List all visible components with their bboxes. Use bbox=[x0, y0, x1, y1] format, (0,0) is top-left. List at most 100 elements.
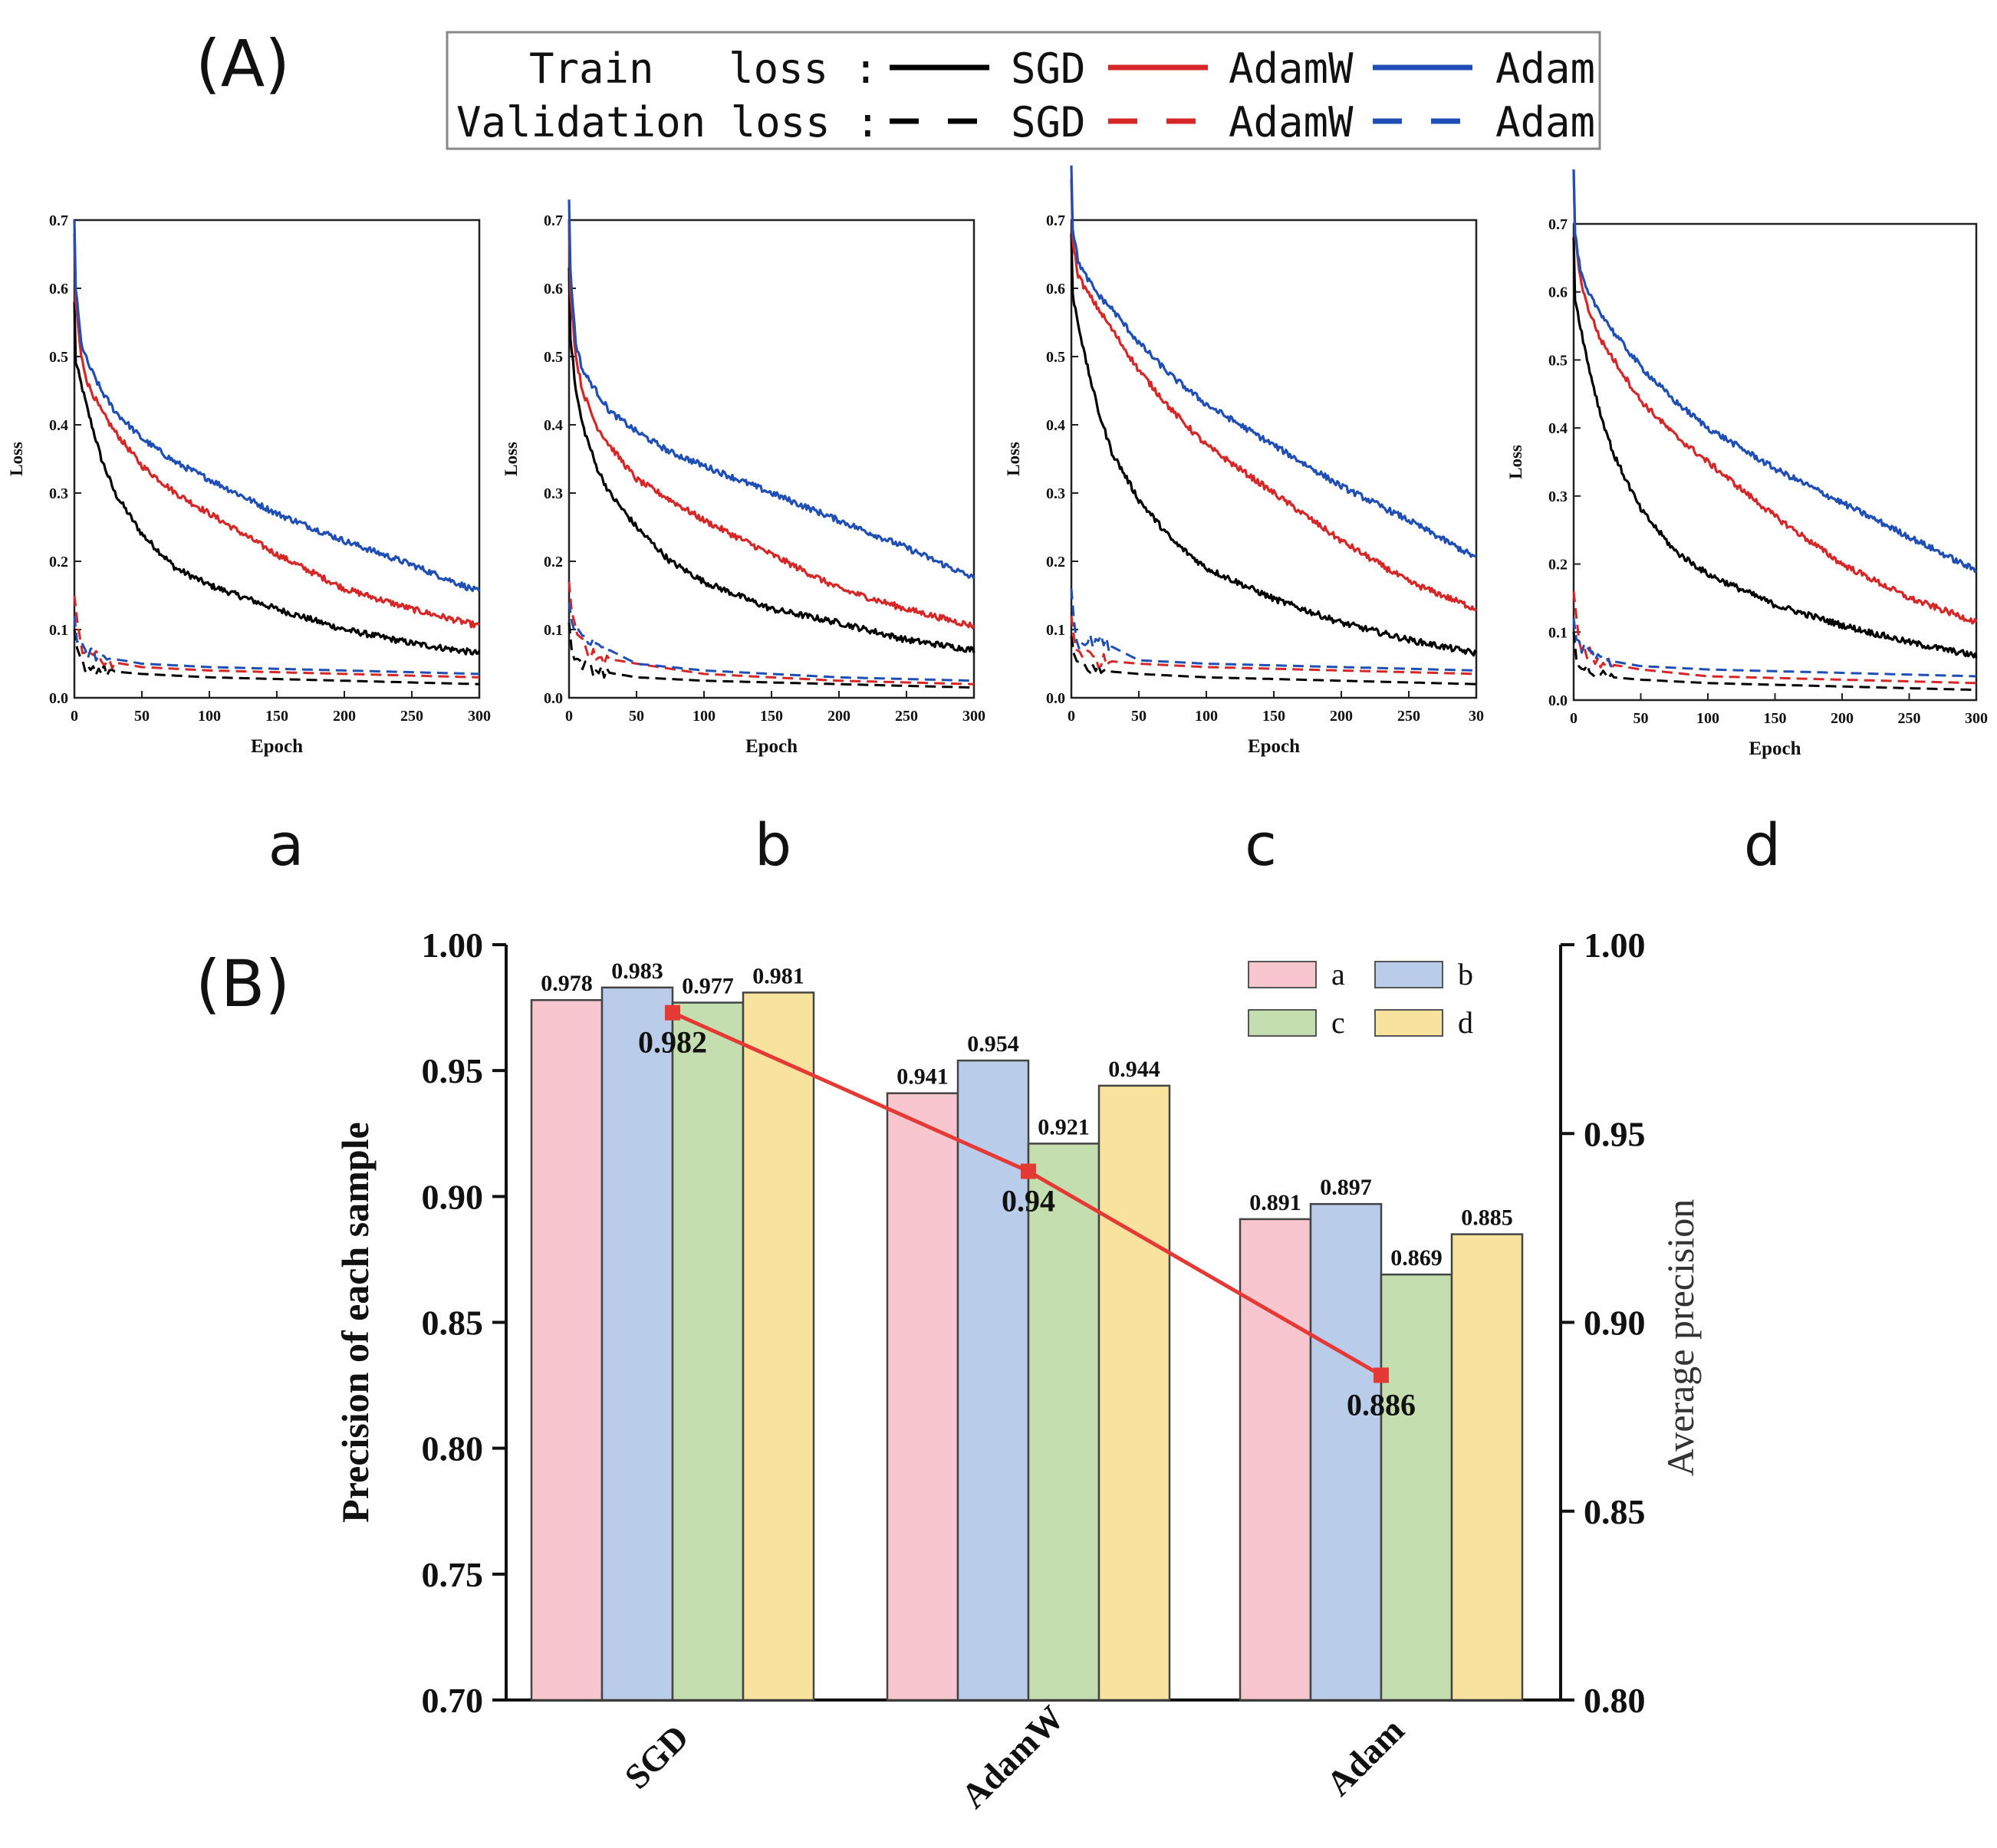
y-tick-label: 0.1 bbox=[1046, 622, 1065, 639]
subplot-letter-d: d bbox=[1744, 811, 1781, 879]
series-line-train-adam bbox=[1070, 165, 1477, 558]
y-tick-label: 0.0 bbox=[544, 690, 563, 707]
right-tick-label: 1.00 bbox=[1584, 926, 1646, 965]
bar-b-sgd bbox=[600, 986, 674, 1702]
series-line-train-adamw bbox=[1572, 169, 1978, 625]
bar-value-label: 0.981 bbox=[752, 963, 804, 988]
bar-value-label: 0.977 bbox=[682, 974, 734, 999]
x-tick-label: 300 bbox=[962, 708, 985, 725]
y-tick-label: 0.3 bbox=[49, 485, 68, 502]
plot-frame bbox=[1070, 219, 1478, 699]
x-tick-label: 150 bbox=[760, 708, 783, 725]
legend-label-c: c bbox=[1331, 1005, 1345, 1040]
average-precision-marker bbox=[1021, 1163, 1036, 1179]
average-precision-label: 0.982 bbox=[638, 1025, 707, 1060]
panel-label-b: (B) bbox=[196, 946, 290, 1021]
legend-label-a: a bbox=[1331, 957, 1345, 991]
loss-legend: Train loss : Validation loss : SGD AdamW… bbox=[446, 31, 1601, 150]
right-tick-label: 0.85 bbox=[1584, 1492, 1646, 1531]
y-tick-label: 0.3 bbox=[544, 485, 563, 502]
legend-val-sgd-text: SGD bbox=[1011, 98, 1086, 146]
series-line-train-sgd bbox=[568, 268, 975, 653]
series-line-train-adamw bbox=[73, 233, 481, 629]
x-tick-label: 100 bbox=[693, 708, 716, 725]
subplot-letter-b: b bbox=[755, 811, 791, 879]
y-tick-label: 0.5 bbox=[544, 349, 563, 366]
average-precision-marker bbox=[665, 1005, 680, 1021]
series-line-train-adamw bbox=[568, 219, 975, 630]
bar-value-label: 0.921 bbox=[1038, 1114, 1090, 1139]
y-axis-label: Loss bbox=[7, 442, 26, 476]
x-tick-label: 200 bbox=[827, 708, 850, 725]
panel-label-a: (A) bbox=[196, 26, 290, 101]
left-tick-label: 0.75 bbox=[422, 1555, 484, 1594]
y-tick-label: 0.6 bbox=[1046, 281, 1065, 298]
bar-c-adamw bbox=[1027, 1143, 1100, 1702]
y-axis-label: Loss bbox=[502, 442, 521, 476]
subplot-letter-a: a bbox=[268, 811, 304, 879]
bar-value-label: 0.954 bbox=[967, 1031, 1019, 1057]
series-line-train-adam bbox=[1572, 169, 1978, 574]
series-line-validation-adamw bbox=[73, 595, 480, 679]
y-tick-label: 0.2 bbox=[544, 554, 563, 571]
right-tick-label: 0.95 bbox=[1584, 1114, 1646, 1153]
bar-c-adam bbox=[1380, 1273, 1453, 1702]
y-tick-label: 0.5 bbox=[1548, 352, 1568, 369]
y-tick-label: 0.7 bbox=[544, 212, 563, 229]
legend-val-adam-text: Adam bbox=[1495, 98, 1595, 146]
y-tick-label: 0.1 bbox=[49, 622, 68, 639]
legend-swatch-b bbox=[1374, 961, 1443, 988]
category-label-adamw: AdamW bbox=[953, 1698, 1071, 1816]
legend-train-sgd-text: SGD bbox=[1011, 44, 1086, 93]
bar-value-label: 0.978 bbox=[541, 971, 593, 996]
series-line-train-adamw bbox=[1070, 179, 1478, 612]
x-tick-label: 250 bbox=[400, 708, 423, 725]
x-tick-label: 0 bbox=[1068, 708, 1075, 725]
average-precision-marker bbox=[1374, 1367, 1389, 1383]
left-tick-label: 0.90 bbox=[422, 1177, 484, 1216]
y-tick-label: 0.5 bbox=[1046, 349, 1065, 366]
average-precision-label: 0.886 bbox=[1347, 1387, 1416, 1422]
y-tick-label: 0.1 bbox=[1548, 624, 1568, 641]
x-tick-label: 100 bbox=[1696, 710, 1719, 727]
series-line-train-adam bbox=[73, 219, 481, 593]
y-tick-label: 0.6 bbox=[544, 281, 563, 298]
plot-frame bbox=[1572, 222, 1978, 702]
y-tick-label: 0.2 bbox=[49, 554, 68, 571]
x-tick-label: 30 bbox=[1469, 708, 1484, 725]
category-label-adam: Adam bbox=[1319, 1711, 1412, 1804]
bar-b-adam bbox=[1309, 1202, 1383, 1702]
series-line-train-sgd bbox=[73, 301, 481, 656]
subplot-letter-c: c bbox=[1245, 811, 1277, 879]
x-axis-label: Epoch bbox=[251, 736, 303, 757]
y-tick-label: 0.4 bbox=[544, 417, 563, 434]
y-tick-label: 0.4 bbox=[1548, 420, 1568, 437]
left-tick-label: 0.80 bbox=[422, 1429, 484, 1468]
bar-value-label: 0.941 bbox=[897, 1064, 949, 1090]
bar-d-sgd bbox=[742, 991, 815, 1702]
legend-train-adamw-text: AdamW bbox=[1229, 44, 1354, 93]
bar-d-adam bbox=[1450, 1233, 1524, 1702]
y-tick-label: 0.0 bbox=[1046, 690, 1065, 707]
x-tick-label: 150 bbox=[1262, 708, 1285, 725]
x-tick-label: 50 bbox=[629, 708, 644, 725]
bar-d-adamw bbox=[1097, 1084, 1171, 1702]
series-line-validation-sgd bbox=[1572, 632, 1977, 692]
loss-chart-c: 0.0 0.1 0.2 0.3 0.4 0.5 0.6 0.7 0 50 100 150 200 250 3… bbox=[1004, 165, 1484, 757]
x-tick-label: 150 bbox=[1764, 710, 1787, 727]
legend-train-label: Train loss : bbox=[529, 44, 878, 93]
x-tick-label: 0 bbox=[71, 708, 78, 725]
loss-chart-d: 0.0 0.1 0.2 0.3 0.4 0.5 0.6 0.7 0 50 100 150 200 250 3… bbox=[1506, 169, 1988, 759]
y-tick-label: 0.7 bbox=[1046, 212, 1065, 229]
y-tick-label: 0.1 bbox=[544, 622, 563, 639]
left-axis-title: Precision of each sample bbox=[334, 1122, 377, 1523]
y-tick-label: 0.5 bbox=[49, 349, 68, 366]
y-axis-label: Loss bbox=[1004, 442, 1023, 476]
x-tick-label: 100 bbox=[198, 708, 221, 725]
bar-a-adamw bbox=[886, 1092, 959, 1702]
series-line-validation-sgd bbox=[73, 629, 480, 686]
bar-value-label: 0.869 bbox=[1390, 1245, 1443, 1271]
x-tick-label: 200 bbox=[1831, 710, 1854, 727]
precision-bar-chart: 0.70 0.75 0.80 0.85 0.90 0.95 1.00 0.80 0.85 0.90… bbox=[334, 926, 1702, 1816]
